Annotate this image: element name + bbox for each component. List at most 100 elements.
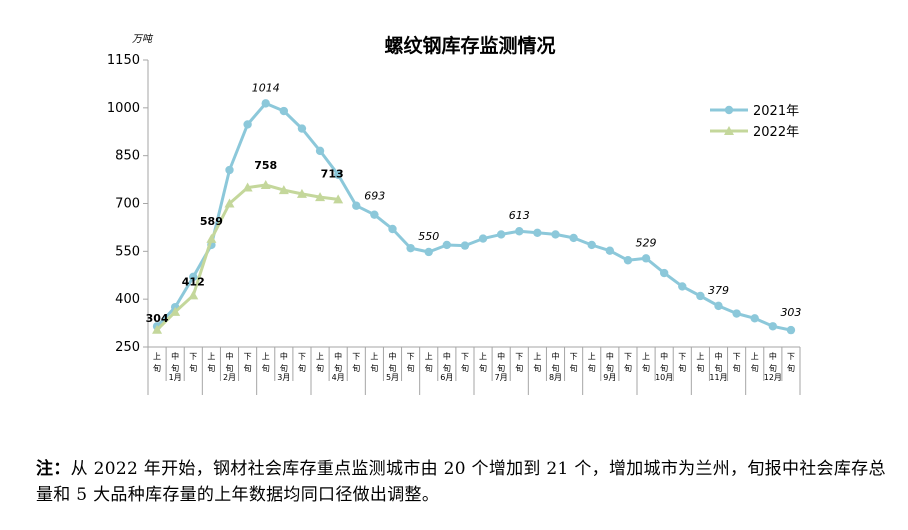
data-label: 550 [418, 230, 439, 243]
series-point [188, 290, 199, 300]
x-period-label: 中 [606, 351, 614, 361]
x-period-label: 下 [189, 352, 197, 361]
data-label: 589 [200, 215, 223, 228]
series-point [170, 306, 181, 316]
series-point [279, 106, 289, 116]
legend-label: 2021年 [753, 104, 799, 119]
y-tick-label: 1000 [107, 101, 140, 116]
series-point [768, 322, 778, 331]
x-period-label: 旬 [479, 363, 487, 373]
x-period-label: 中 [769, 351, 777, 361]
footnote: 注：从 2022 年开始，钢材社会库存重点监测城市由 20 个增加到 21 个，… [36, 456, 886, 508]
x-period-label: 旬 [515, 363, 523, 373]
series-point [352, 201, 361, 210]
series-point [260, 180, 271, 190]
series-point [152, 324, 163, 334]
x-period-label: 上 [153, 352, 161, 361]
x-month-label: 9月 [603, 373, 616, 382]
x-period-label: 旬 [624, 363, 632, 373]
x-period-label: 中 [715, 351, 723, 361]
series-point [533, 228, 542, 238]
x-month-label: 4月 [332, 373, 345, 382]
x-period-label: 上 [479, 352, 487, 361]
x-period-label: 旬 [352, 363, 360, 373]
data-label: 613 [509, 209, 530, 222]
x-period-label: 上 [207, 352, 215, 361]
x-period-label: 上 [533, 352, 541, 361]
x-period-label: 旬 [244, 363, 252, 373]
data-label: 412 [182, 275, 205, 288]
y-tick-label: 550 [115, 244, 140, 259]
series-point [605, 246, 615, 255]
legend-label: 2022年 [753, 125, 799, 140]
x-period-label: 旬 [660, 363, 668, 373]
x-period-label: 中 [660, 351, 668, 361]
series-point [659, 268, 669, 278]
x-month-label: 5月 [386, 373, 399, 382]
data-label: 758 [254, 159, 277, 172]
x-period-label: 旬 [642, 363, 650, 373]
x-period-label: 下 [678, 352, 686, 361]
series-point [388, 224, 397, 234]
data-label: 303 [780, 306, 801, 319]
data-label: 304 [146, 312, 169, 325]
series-point [206, 233, 217, 243]
footnote-prefix: 注： [36, 459, 71, 479]
x-month-label: 12月 [764, 373, 782, 382]
x-period-label: 上 [642, 352, 650, 361]
x-period-label: 下 [787, 352, 795, 361]
chart: 螺纹钢库存监测情况 万吨 25040055070085010001150上旬中旬… [107, 33, 802, 395]
x-period-label: 旬 [715, 363, 723, 373]
series-point [696, 291, 705, 301]
x-period-label: 下 [570, 352, 578, 361]
series-point [370, 210, 379, 219]
x-period-label: 旬 [189, 363, 197, 373]
x-period-label: 旬 [606, 363, 614, 373]
x-period-label: 旬 [751, 363, 759, 373]
x-month-label: 10月 [655, 373, 673, 382]
x-period-label: 上 [262, 352, 270, 361]
data-labels: 1014 693 550 613 529 379 303 304 412 589 758 713 [146, 81, 802, 324]
x-period-label: 上 [588, 352, 596, 361]
legend: 2021年 2022年 [710, 104, 799, 140]
x-period-label: 旬 [461, 363, 469, 373]
x-period-label: 旬 [425, 363, 433, 373]
y-tick-label: 250 [115, 340, 140, 355]
x-period-label: 旬 [171, 363, 179, 373]
x-period-label: 旬 [570, 363, 578, 373]
data-label: 529 [636, 236, 657, 249]
y-tick-label: 850 [115, 149, 140, 164]
x-period-label: 旬 [226, 363, 234, 373]
x-period-label: 上 [425, 352, 433, 361]
series-line-1 [156, 183, 339, 331]
y-tick-label: 700 [115, 197, 140, 212]
x-period-label: 旬 [262, 363, 270, 373]
x-period-label: 旬 [298, 363, 306, 373]
y-tick-label: 1150 [107, 53, 140, 68]
x-period-label: 旬 [207, 363, 215, 373]
x-period-label: 下 [515, 352, 523, 361]
x-period-label: 中 [389, 351, 397, 361]
x-period-label: 上 [316, 352, 324, 361]
data-label: 1014 [252, 81, 280, 94]
series-line-0 [156, 101, 792, 332]
legend-marker [724, 105, 734, 115]
x-period-label: 中 [443, 351, 451, 361]
series-point [278, 185, 289, 195]
x-period-label: 下 [244, 352, 252, 361]
x-period-label: 旬 [696, 363, 704, 373]
series-point [569, 233, 578, 243]
series-point [714, 301, 723, 311]
x-period-label: 中 [280, 351, 288, 361]
series-point [623, 256, 633, 265]
series-point [442, 240, 452, 250]
series-point [333, 170, 343, 179]
series-point [587, 240, 596, 250]
x-period-label: 旬 [533, 363, 541, 373]
x-period-label: 旬 [787, 363, 795, 373]
series-point [551, 230, 560, 239]
x-period-label: 旬 [678, 363, 686, 373]
x-period-label: 下 [461, 352, 469, 361]
x-month-label: 7月 [495, 373, 508, 382]
data-label: 379 [708, 284, 729, 297]
